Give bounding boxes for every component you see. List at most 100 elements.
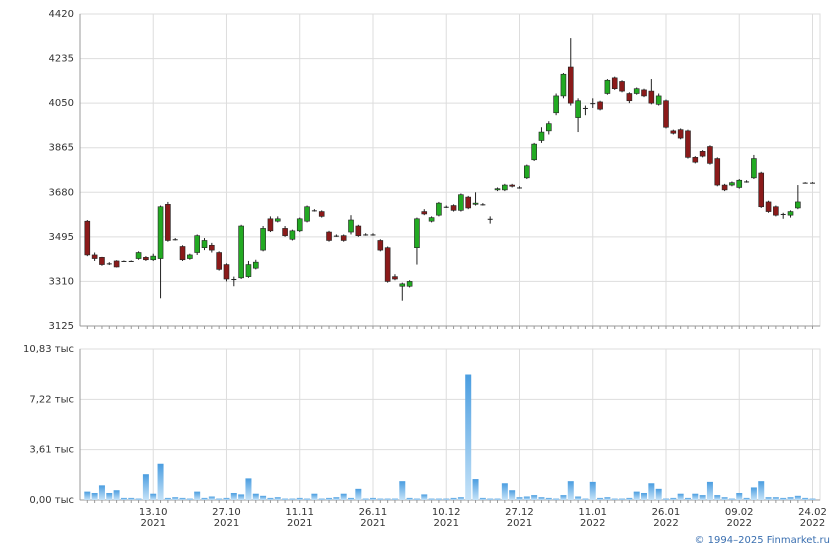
candle-body (260, 228, 266, 251)
candle-body (128, 260, 134, 262)
candle-body (692, 157, 699, 163)
volume-bar (91, 493, 98, 500)
volume-bar (201, 497, 208, 500)
volume-bar (479, 497, 486, 500)
volume-bar (633, 491, 640, 500)
volume-bar (516, 497, 523, 500)
candle-body (443, 206, 449, 208)
volume-bar (84, 491, 91, 500)
candle-body (597, 101, 603, 110)
candle-body (714, 158, 721, 186)
candle-body (91, 254, 98, 259)
volume-bar (289, 498, 296, 500)
candle-body (663, 100, 669, 128)
candle-body (135, 252, 142, 259)
candle-body (231, 279, 237, 281)
volume-bar (765, 497, 772, 500)
volume-bar (684, 497, 691, 500)
candle-body (414, 218, 420, 248)
y-tick-label: 4050 (49, 98, 74, 109)
volume-bar (662, 498, 669, 500)
candle-body (611, 77, 618, 89)
y-tick-label: 10,83 тыс (23, 344, 74, 355)
volume-bar (98, 485, 105, 500)
volume-bar (472, 479, 479, 500)
volume-bar (150, 493, 157, 500)
volume-bar (648, 483, 655, 500)
candle-body (641, 89, 647, 97)
volume-bar (655, 488, 662, 500)
candle-body (516, 187, 522, 189)
volume-bar (252, 493, 259, 500)
candle-body (252, 261, 259, 269)
candle-body (472, 202, 479, 205)
volume-bar (179, 497, 186, 500)
candle-body (179, 246, 186, 261)
x-tick-label: 27.12 2021 (505, 507, 534, 529)
volume-bar (531, 495, 538, 500)
candle-body (795, 201, 801, 209)
candle-body (465, 196, 472, 209)
x-tick-label: 13.10 2021 (138, 507, 168, 529)
candle-body (421, 211, 428, 215)
candle-body (531, 143, 537, 161)
candle-body (392, 276, 398, 280)
volume-bar (340, 493, 347, 500)
volume-bar (611, 498, 618, 500)
volume-bar (721, 497, 728, 500)
volume-bar (230, 493, 237, 500)
candle-body (626, 93, 633, 102)
candle-body (502, 184, 508, 191)
candle-body (150, 255, 157, 261)
candle-body (590, 103, 596, 105)
candle-body (494, 188, 501, 191)
candle-body (106, 263, 112, 265)
volume-bar (787, 497, 794, 500)
candle-body (348, 219, 354, 233)
volume-bar (223, 497, 230, 500)
candle-body (84, 220, 91, 256)
volume-bar (157, 463, 164, 500)
candle-body (648, 90, 655, 104)
volume-bar (677, 493, 684, 500)
candle-body (450, 205, 457, 211)
candle-body (458, 194, 464, 211)
volume-bar (186, 498, 193, 500)
candle-body (201, 240, 208, 248)
volume-bar (260, 495, 267, 500)
volume-bar (120, 497, 127, 500)
y-tick-label: 4235 (49, 54, 74, 65)
volume-bar (743, 497, 750, 500)
candle-body (289, 230, 296, 240)
volume-bar (421, 494, 428, 500)
candle-body (758, 172, 765, 208)
candle-body (99, 257, 105, 265)
candle-body (267, 218, 274, 232)
volume-bar (333, 497, 340, 500)
candle-body (524, 165, 530, 179)
candle-body (245, 264, 252, 277)
candle-body (707, 146, 713, 164)
volume-bar (106, 493, 113, 500)
volume-bar (355, 488, 362, 500)
volume-bar (413, 498, 420, 500)
volume-bar (619, 498, 626, 500)
candle-body (538, 131, 545, 141)
candle-body (363, 234, 369, 236)
volume-bar (113, 490, 120, 500)
candle-body (619, 81, 625, 92)
volume-bar (457, 497, 464, 500)
candle-body (509, 184, 515, 187)
volume-bar (135, 498, 142, 500)
volume-bar (282, 498, 289, 500)
volume-bar (560, 495, 567, 500)
candle-body (157, 206, 164, 259)
candle-body (355, 225, 362, 236)
volume-bar (809, 498, 816, 500)
candle-body (744, 181, 750, 183)
candle-body (113, 260, 120, 268)
candle-body (729, 182, 735, 186)
candle-body (165, 204, 171, 241)
volume-bar (391, 498, 398, 500)
